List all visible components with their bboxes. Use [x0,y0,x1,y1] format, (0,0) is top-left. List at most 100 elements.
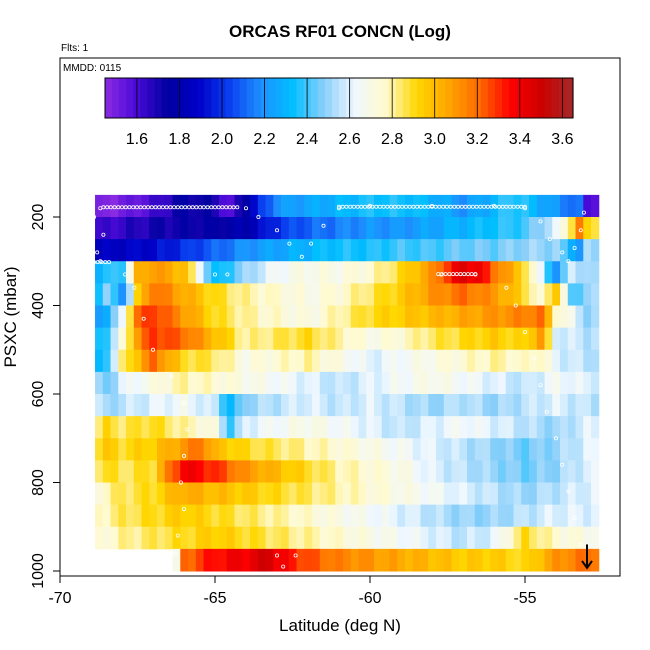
heatmap-cell [536,504,546,528]
heatmap-cell [133,217,143,240]
heatmap-cell [226,416,236,439]
heatmap-cell [149,305,158,329]
heatmap-cell [273,416,282,439]
heatmap-cell [505,305,515,329]
heatmap-cell [459,239,468,262]
heatmap-cell [102,371,112,395]
track-point [321,223,326,228]
heatmap-cell [110,504,119,528]
heatmap-cell [257,349,267,373]
track-point [467,204,472,209]
heatmap-cell [126,504,135,528]
heatmap-cell [381,349,391,373]
heatmap-cell [95,438,104,461]
heatmap-cell [358,371,367,395]
heatmap-cell [567,305,577,329]
heatmap-cell [133,327,143,351]
heatmap-cell [211,482,220,506]
heatmap-cell [552,460,561,484]
heatmap-cell [529,504,538,528]
heatmap-cell [242,239,251,262]
heatmap-cell [552,327,561,351]
heatmap-cell [451,548,460,572]
heatmap-cell [451,217,460,240]
heatmap-cell [436,239,445,262]
track-point [362,204,367,209]
heatmap-cell [250,482,259,506]
heatmap-cell [513,261,522,284]
heatmap-cell [157,504,166,528]
heatmap-cell [436,194,445,218]
heatmap-cell [234,394,243,417]
heatmap-cell [288,504,298,528]
track-point [274,228,279,233]
heatmap-cell [257,327,267,351]
heatmap-cell [536,239,546,262]
heatmap-cell [521,394,530,417]
track-point [407,204,412,209]
heatmap-cell [498,416,507,439]
heatmap-cell [195,194,205,218]
heatmap-cell [366,217,375,240]
heatmap-cell [327,217,336,240]
heatmap-cell [335,438,344,461]
track-point [201,205,206,210]
colorbar-swatch [246,78,255,118]
heatmap-cell [498,305,507,329]
heatmap-cell [211,327,220,351]
track-point [107,260,112,265]
colorbar-swatch [324,78,333,118]
heatmap-cell [521,548,530,572]
heatmap-cell [296,460,305,484]
heatmap-cell [133,261,143,284]
heatmap-cell [536,217,546,240]
colorbar-tick-label: 2.4 [296,131,318,148]
heatmap-cell [428,261,437,284]
heatmap-cell [211,305,220,329]
heatmap-cell [327,548,336,572]
heatmap-cell [164,526,174,550]
heatmap-cell [312,217,321,240]
heatmap-cell [405,438,414,461]
heatmap-cell [405,482,414,506]
y-tick-label: 800 [30,469,47,496]
heatmap-cell [443,349,453,373]
heatmap-cell [443,548,453,572]
heatmap-cell [188,504,197,528]
heatmap-cell [319,416,329,439]
heatmap-cell [141,349,150,373]
heatmap-cell [211,548,220,572]
heatmap-cell [265,394,274,417]
heatmap-cell [327,305,336,329]
heatmap-cell [420,371,429,395]
heatmap-cell [505,194,515,218]
heatmap-cell [195,217,205,240]
heatmap-cell [195,349,205,373]
heatmap-cell [560,526,569,550]
track-point [389,204,394,209]
track-point [336,206,341,211]
track-point [108,205,113,210]
heatmap-cell [95,283,104,307]
heatmap-cell [312,548,321,572]
heatmap-cell [544,438,553,461]
colorbar-frame [104,77,574,119]
heatmap-cell [288,261,298,284]
heatmap-cell [567,349,577,373]
heatmap-cell [141,394,150,417]
heatmap-cell [529,416,538,439]
heatmap-cell [250,504,259,528]
heatmap-cell [195,371,205,395]
heatmap-cell [234,504,243,528]
heatmap-cell [188,327,197,351]
heatmap-cell [451,394,460,417]
track-point [141,316,146,321]
heatmap-cell [490,239,499,262]
heatmap-cell [288,482,298,506]
heatmap-cell [405,460,414,484]
heatmap-cell [575,548,584,572]
track-point [149,205,154,210]
heatmap-cell [389,239,398,262]
heatmap-cell [583,327,592,351]
heatmap-cell [474,327,484,351]
